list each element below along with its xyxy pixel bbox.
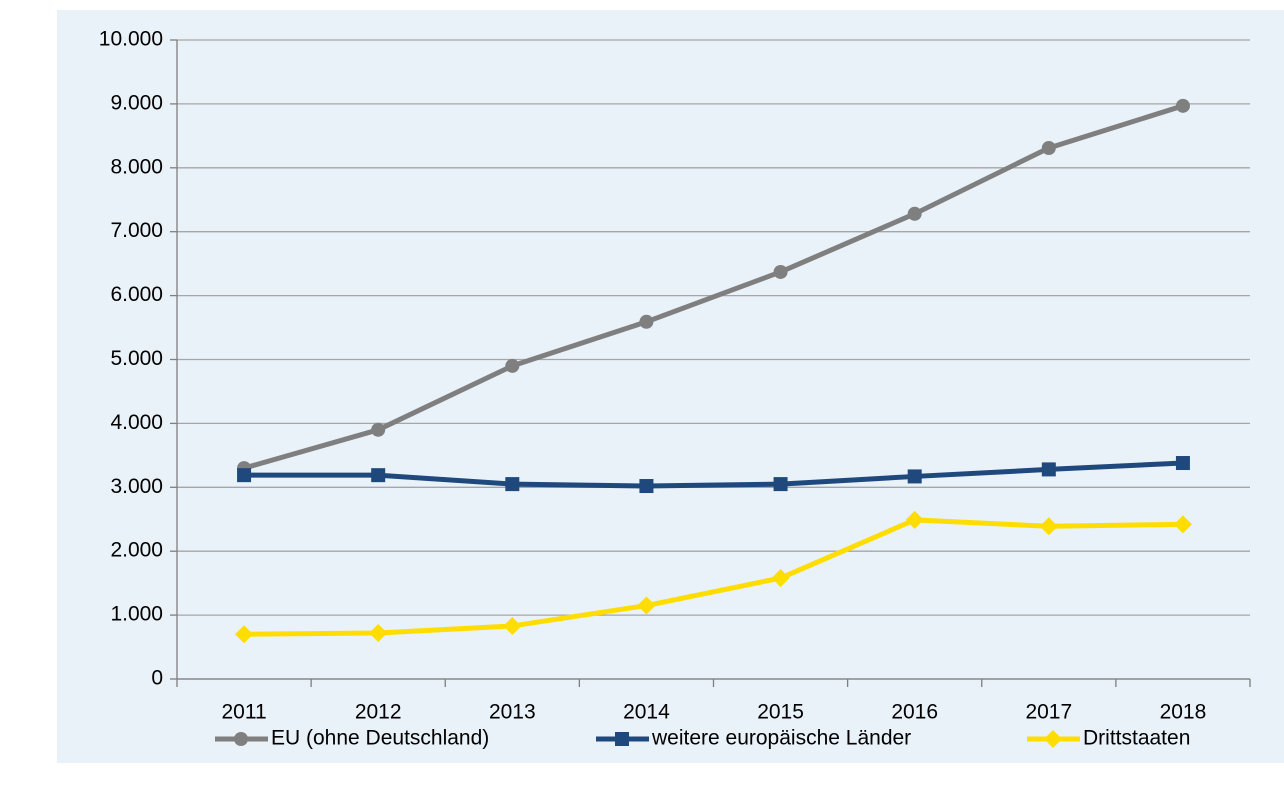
x-tick-label: 2015: [757, 701, 804, 724]
series-line: [244, 517, 1183, 637]
series-line: [244, 460, 1184, 489]
legend-marker: [1044, 730, 1062, 748]
y-tick-label: 5.000: [110, 347, 163, 370]
y-tick-label: 0: [151, 667, 163, 690]
data-point: [905, 510, 924, 529]
y-tick-label: 7.000: [110, 219, 163, 242]
data-point: [1175, 98, 1190, 113]
x-tick-label: 2017: [1025, 701, 1072, 724]
legend-label: Drittstaaten: [1083, 727, 1190, 750]
data-point: [237, 468, 252, 483]
legend-marker: [615, 732, 629, 746]
chart-background: [57, 10, 1284, 763]
data-point: [639, 314, 654, 329]
data-point: [1175, 456, 1190, 471]
series-line: [243, 103, 1184, 471]
data-point: [773, 477, 788, 492]
data-point: [1041, 140, 1056, 155]
x-tick-label: 2013: [489, 701, 536, 724]
y-tick-label: 2.000: [110, 539, 163, 562]
x-tick-label: 2011: [221, 701, 266, 724]
data-point: [637, 596, 656, 615]
data-point: [1173, 515, 1192, 534]
x-tick-label: 2014: [623, 701, 670, 724]
y-tick-label: 9.000: [110, 91, 163, 114]
data-point: [773, 264, 788, 279]
data-point: [907, 469, 922, 484]
data-point: [771, 569, 790, 588]
data-point: [369, 623, 388, 642]
x-tick-label: 2012: [355, 701, 402, 724]
y-tick-label: 1.000: [110, 603, 163, 626]
y-tick-label: 10.000: [99, 28, 163, 51]
data-point: [505, 477, 520, 492]
data-point: [907, 206, 922, 221]
legend-marker: [234, 732, 248, 746]
data-point: [1041, 462, 1056, 477]
y-tick-label: 8.000: [110, 155, 163, 178]
data-point: [1039, 517, 1058, 536]
x-tick-label: 2016: [891, 701, 938, 724]
y-tick-label: 6.000: [110, 283, 163, 306]
data-point: [371, 422, 386, 437]
data-point: [505, 358, 520, 373]
legend-label: weitere europäische Länder: [651, 727, 911, 750]
legend-label: EU (ohne Deutschland): [271, 727, 489, 750]
data-point: [639, 479, 654, 494]
y-tick-label: 4.000: [110, 411, 163, 434]
data-point: [371, 468, 386, 483]
data-point: [235, 625, 254, 644]
x-tick-label: 2018: [1160, 701, 1207, 724]
y-tick-label: 3.000: [110, 475, 163, 498]
data-point: [503, 616, 522, 635]
